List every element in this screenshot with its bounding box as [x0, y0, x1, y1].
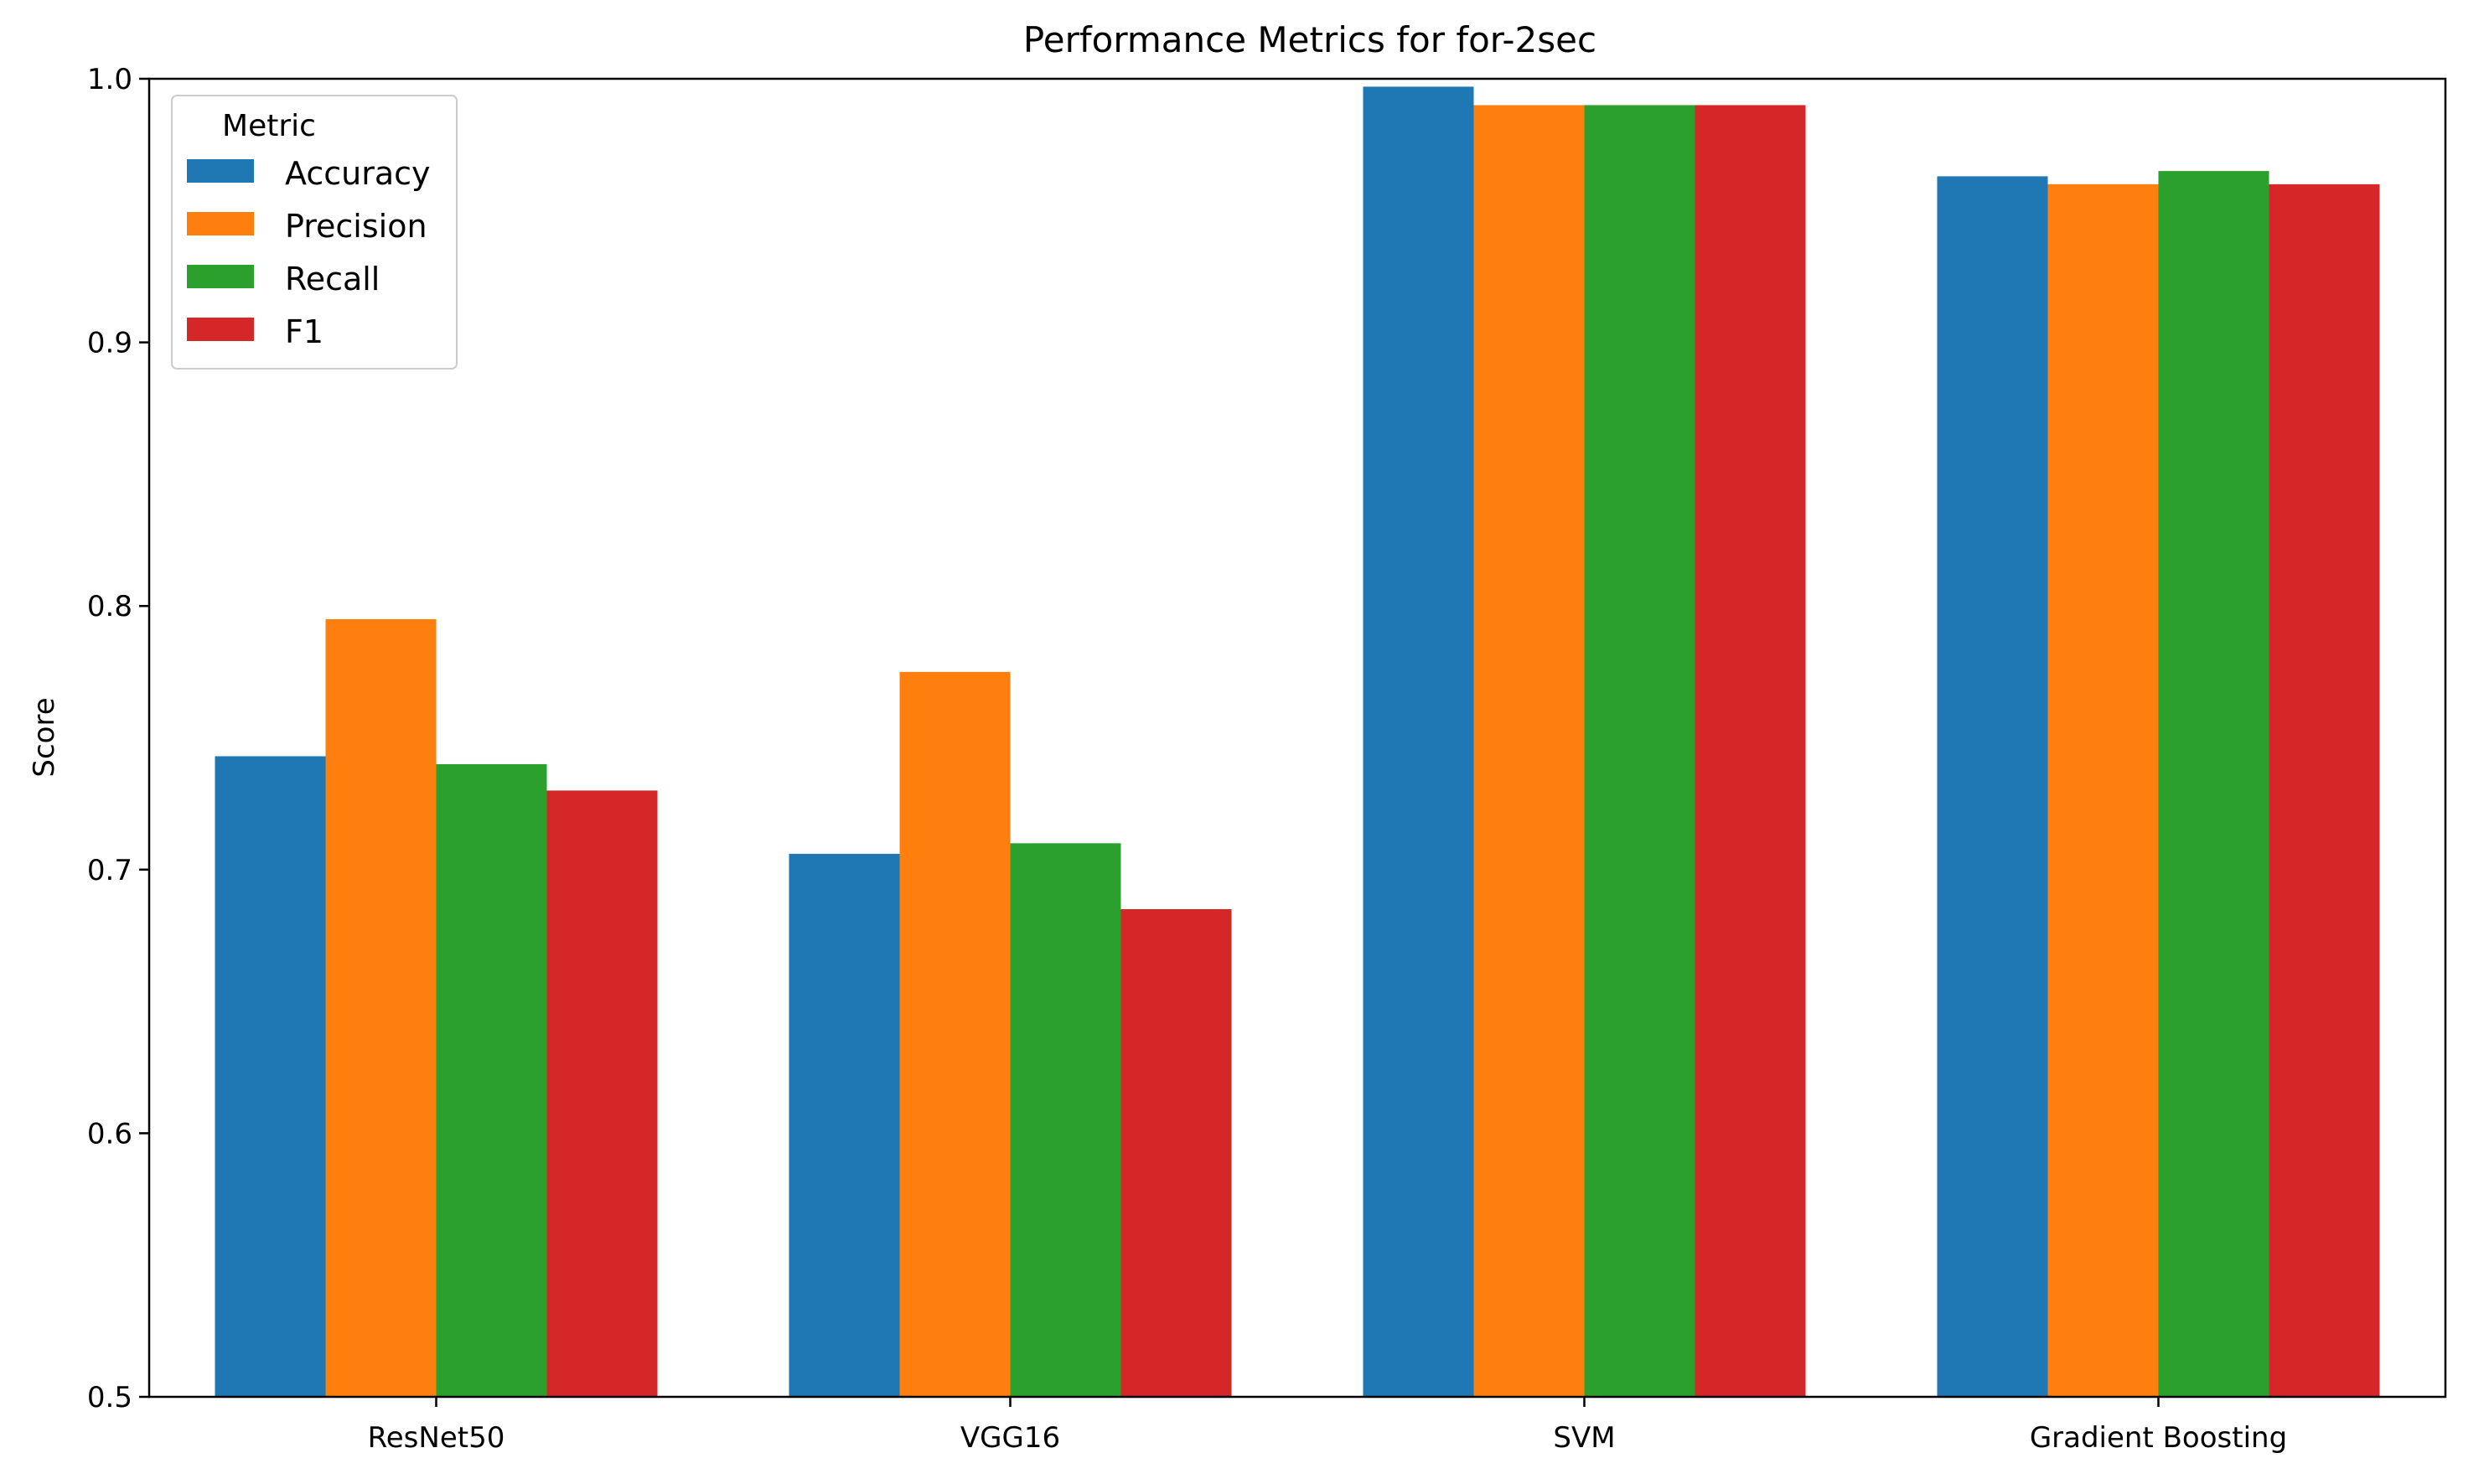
- legend-swatch: [187, 318, 254, 341]
- series-recall: [436, 105, 2269, 1398]
- bar-recall-resnet50: [436, 763, 547, 1397]
- legend-label: Accuracy: [285, 155, 431, 192]
- y-tick-label: 0.6: [87, 1117, 132, 1150]
- x-tick-label: SVM: [1553, 1421, 1615, 1455]
- y-tick-label: 1.0: [87, 63, 132, 96]
- legend-label: F1: [285, 313, 323, 350]
- legend-swatch: [187, 212, 254, 235]
- axes-group: 0.5 0.6 0.7 0.8 0.9 1.0 ResNet50 VGG16 SVM Gradie…: [87, 63, 2447, 1455]
- y-tick-label: 0.8: [87, 590, 132, 623]
- bar-accuracy-resnet50: [215, 756, 326, 1397]
- legend: Metric Accuracy Precision Recall F1: [171, 95, 458, 370]
- bar-f1-vgg16: [1120, 908, 1232, 1397]
- bar-accuracy-gradient-boosting: [1937, 176, 2048, 1398]
- series-f1: [546, 105, 2380, 1398]
- bar-accuracy-vgg16: [789, 853, 900, 1397]
- series-accuracy: [215, 86, 2048, 1398]
- bar-recall-svm: [1584, 105, 1695, 1398]
- bar-accuracy-svm: [1363, 86, 1474, 1398]
- bar-recall-gradient-boosting: [2158, 171, 2269, 1398]
- x-tick-label: VGG16: [960, 1421, 1060, 1455]
- bars-group: [215, 86, 2380, 1398]
- bar-precision-gradient-boosting: [2047, 184, 2159, 1398]
- y-tick-label: 0.5: [87, 1381, 132, 1414]
- legend-swatch: [187, 159, 254, 183]
- x-tick-label: Gradient Boosting: [2030, 1421, 2287, 1455]
- series-precision: [325, 105, 2159, 1398]
- bar-precision-svm: [1473, 105, 1585, 1398]
- bar-f1-svm: [1695, 105, 1806, 1398]
- y-axis-label: Score: [28, 697, 61, 777]
- legend-title: Metric: [222, 109, 316, 143]
- legend-label: Recall: [285, 261, 380, 297]
- legend-label: Precision: [285, 208, 427, 245]
- y-tick-label: 0.9: [87, 327, 132, 360]
- plot-frame: [147, 77, 2447, 1399]
- bar-f1-resnet50: [546, 790, 658, 1397]
- bar-precision-vgg16: [899, 671, 1011, 1397]
- bar-precision-resnet50: [325, 618, 437, 1397]
- bar-f1-gradient-boosting: [2269, 184, 2380, 1398]
- x-tick-label: ResNet50: [368, 1421, 505, 1455]
- legend-swatch: [187, 265, 254, 288]
- bar-recall-vgg16: [1010, 843, 1121, 1397]
- chart-title: Performance Metrics for for-2sec: [1023, 19, 1596, 60]
- y-tick-label: 0.7: [87, 854, 132, 887]
